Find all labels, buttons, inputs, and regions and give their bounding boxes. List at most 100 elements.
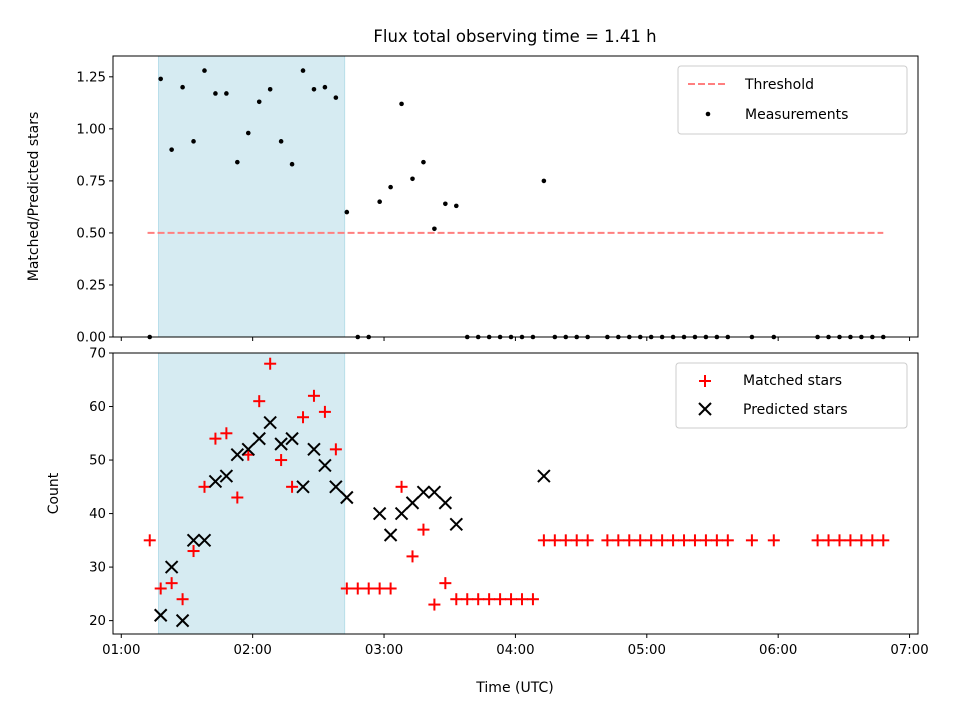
y-tick-label: 0.50 (76, 226, 106, 241)
predicted-point-b (438, 496, 453, 510)
matched-point (329, 443, 342, 456)
matched-point (645, 534, 658, 547)
matched-point (483, 593, 496, 606)
measurement-point (267, 87, 273, 92)
legend-label-matched: Matched stars (743, 373, 842, 389)
matched-point (439, 577, 452, 590)
measurement-point (235, 159, 240, 165)
matched-point (515, 593, 528, 606)
predicted-point (416, 485, 431, 499)
predicted-point-b (219, 469, 234, 483)
predicted-point (175, 613, 190, 628)
measurement-point (278, 139, 284, 144)
measurement-point (421, 159, 426, 165)
predicted-point-b (274, 437, 288, 451)
predicted-point-b (208, 474, 223, 489)
predicted-point-b (197, 533, 212, 548)
chart-title: Flux total observing time = 1.41 h (373, 27, 656, 46)
predicted-point-b (416, 485, 431, 499)
predicted-point-b (230, 447, 245, 462)
bottom-axes-frame (112, 352, 919, 635)
y-tick-label: 1.25 (76, 70, 106, 85)
predicted-point-b (449, 517, 464, 531)
matched-point (656, 534, 669, 547)
matched-point (461, 593, 474, 606)
matched-point (623, 534, 636, 547)
predicted-point-b (329, 480, 343, 494)
x-tick-label: 06:00 (759, 643, 797, 658)
matched-point (286, 480, 299, 493)
measurement-point (333, 95, 339, 100)
matched-point (318, 405, 331, 418)
predicted-point (383, 528, 398, 542)
measurement-point (191, 139, 196, 144)
predicted-point (449, 517, 464, 531)
matched-point (384, 582, 397, 595)
x-tick-label: 01:00 (102, 643, 140, 658)
y-tick-label: 0.00 (76, 331, 106, 346)
measurement-point (311, 87, 317, 92)
predicted-point (318, 458, 332, 473)
top-x-ticks (120, 337, 911, 341)
matched-point (428, 598, 441, 611)
shaded-region (158, 55, 346, 338)
top-legend-box (677, 65, 908, 135)
measurement-point (377, 199, 382, 205)
predicted-point-b (175, 613, 190, 628)
x-tick-label: 07:00 (890, 643, 928, 658)
y-tick-label: 60 (89, 400, 106, 415)
measurement-point (388, 184, 393, 190)
measurement-point (322, 84, 328, 90)
matched-point (406, 550, 419, 563)
predicted-point (307, 442, 321, 457)
predicted-point (274, 437, 288, 451)
bottom-panel: 20 30 40 50 60 70 01:00 02:00 03:00 04:00 05:00 06… (46, 347, 929, 697)
measurement-point (289, 161, 295, 167)
x-tick-label: 03:00 (365, 643, 403, 658)
bottom-y-ticks: 20 30 40 50 60 70 (89, 347, 113, 629)
top-legend: Threshold Measurements (677, 65, 908, 135)
matched-point (581, 534, 594, 547)
predicted-point-b (307, 442, 321, 457)
predicted-point-b (153, 608, 168, 622)
predicted-point (537, 469, 551, 483)
legend-swatch-measurements (705, 111, 711, 117)
predicted-point (241, 442, 255, 457)
predicted-point (372, 506, 387, 521)
x-tick-label: 02:00 (233, 643, 271, 658)
x-tick-label: 04:00 (496, 643, 534, 658)
measurement-point (256, 99, 262, 105)
predicted-point-b (296, 480, 310, 494)
matched-point (220, 427, 233, 440)
predicted-point-b (427, 485, 442, 499)
y-tick-label: 1.00 (76, 122, 106, 137)
y-tick-label: 0.25 (76, 278, 106, 293)
predicted-point-b (340, 490, 354, 505)
matched-point (866, 534, 879, 547)
legend-label-predicted: Predicted stars (743, 402, 848, 418)
matched-point (297, 411, 310, 424)
matched-point (187, 545, 200, 558)
predicted-point (219, 469, 234, 483)
matched-point (505, 593, 518, 606)
top-axes-frame (112, 55, 919, 338)
matched-point (176, 593, 189, 606)
top-panel: 0.00 0.25 0.50 0.75 1.00 1.25 Matched/Predict… (26, 55, 919, 346)
matched-point (570, 534, 583, 547)
measurement-point (432, 226, 437, 232)
matched-point (209, 432, 222, 445)
matched-point (351, 582, 364, 595)
predicted-point (329, 480, 343, 494)
predicted-point-b (318, 458, 332, 473)
measurement-point (410, 176, 415, 182)
matched-point (612, 534, 625, 547)
matched-point (699, 534, 712, 547)
matched-point (472, 593, 485, 606)
matched-point (767, 534, 780, 547)
measurement-point (213, 91, 218, 96)
bottom-legend-box (675, 362, 908, 429)
predicted-point-b (383, 528, 398, 542)
matched-point (710, 534, 723, 547)
measurement-point (443, 201, 448, 207)
legend-label-threshold: Threshold (744, 77, 814, 93)
